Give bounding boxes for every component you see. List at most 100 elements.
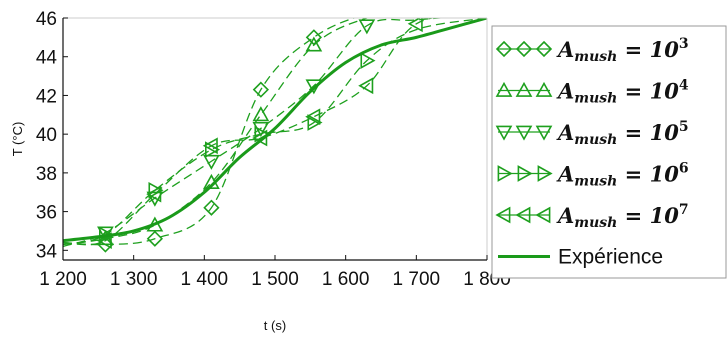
y-tick-label: 34 bbox=[36, 241, 58, 262]
legend-label-pow-base: 10 bbox=[650, 203, 680, 228]
y-tick-label: 42 bbox=[36, 86, 57, 107]
legend-label-sub: mush bbox=[574, 215, 617, 231]
data-point-0-2 bbox=[203, 199, 220, 216]
legend-item-3: Amush = 106 bbox=[497, 161, 689, 190]
data-point-3-4 bbox=[307, 114, 323, 131]
data-point-3-3 bbox=[254, 125, 270, 143]
legend-label-base: A bbox=[556, 79, 574, 104]
legend-item-2: Amush = 105 bbox=[495, 119, 689, 148]
series-line-3 bbox=[63, 18, 487, 246]
data-point-3-1 bbox=[148, 181, 164, 199]
legend-item-0: Amush = 103 bbox=[495, 36, 689, 65]
legend-label-base: A bbox=[556, 203, 574, 228]
legend-marker-1 bbox=[515, 81, 533, 97]
legend-item-5: Expérience bbox=[498, 246, 663, 269]
legend-marker-0 bbox=[495, 206, 511, 224]
legend-label-pow-base: 10 bbox=[650, 162, 680, 187]
data-point-1-3 bbox=[252, 106, 270, 122]
data-point-3-5 bbox=[360, 52, 376, 69]
legend-label-eq: = bbox=[617, 162, 649, 187]
data-point-2-1 bbox=[146, 191, 164, 207]
legend-label-pow-base: 10 bbox=[650, 120, 680, 145]
data-point-4-2 bbox=[202, 137, 218, 155]
legend-marker-2 bbox=[535, 206, 551, 224]
plot-area bbox=[63, 18, 487, 253]
series-4 bbox=[63, 18, 436, 249]
legend-marker-1 bbox=[517, 165, 533, 182]
legend-marker-1 bbox=[515, 40, 533, 58]
y-tick-label: 44 bbox=[36, 48, 58, 69]
legend-label: Amush = 103 bbox=[556, 36, 689, 65]
legend-marker-1 bbox=[515, 125, 533, 141]
y-tick-label: 40 bbox=[36, 125, 57, 146]
x-tick-label: 1 600 bbox=[322, 269, 370, 290]
legend-label-base: A bbox=[556, 37, 574, 62]
legend-label-sub: mush bbox=[574, 174, 617, 190]
legend-label-eq: = bbox=[617, 79, 649, 104]
legend-label-sub: mush bbox=[574, 91, 617, 107]
legend-label-eq: = bbox=[617, 37, 649, 62]
legend-label: Amush = 104 bbox=[556, 78, 689, 107]
data-point-4-5 bbox=[358, 77, 374, 95]
data-point-0-1 bbox=[146, 230, 163, 247]
data-point-2-2 bbox=[203, 154, 220, 170]
legend-label-pow: 6 bbox=[679, 161, 689, 177]
axes: 34 36 38 40 42 44 46 1 200 1 300 1 400 1 500 1 600 1… bbox=[10, 9, 511, 333]
data-point-3-0 bbox=[99, 226, 115, 244]
y-tick-label: 46 bbox=[36, 9, 57, 30]
legend-label-eq: = bbox=[617, 120, 649, 145]
data-point-4-6 bbox=[407, 18, 423, 33]
legend-label-eq: = bbox=[617, 203, 649, 228]
y-tick-label: 38 bbox=[36, 164, 57, 185]
series-line-4 bbox=[63, 18, 436, 246]
series-line-0 bbox=[63, 18, 357, 246]
legend-label-base: A bbox=[556, 120, 574, 145]
legend-label: Amush = 105 bbox=[556, 119, 689, 148]
legend-box bbox=[491, 25, 727, 279]
legend-label: Amush = 107 bbox=[556, 202, 689, 231]
series-3 bbox=[63, 18, 487, 246]
x-tick-label: 1 200 bbox=[39, 269, 87, 290]
legend-marker-0 bbox=[495, 40, 513, 58]
legend-label-base: A bbox=[556, 162, 574, 187]
data-point-4-1 bbox=[146, 185, 162, 203]
x-tick-label: 1 700 bbox=[393, 269, 441, 290]
legend-marker-1 bbox=[515, 206, 531, 224]
legend-label-pow: 3 bbox=[679, 36, 689, 52]
legend-marker-0 bbox=[495, 125, 513, 141]
series-5 bbox=[63, 18, 487, 243]
data-point-2-5 bbox=[358, 19, 376, 35]
legend-marker-0 bbox=[495, 81, 513, 97]
legend-item-4: Amush = 107 bbox=[495, 202, 689, 231]
x-tick-label: 1 300 bbox=[110, 269, 158, 290]
legend-label-sub: mush bbox=[574, 132, 617, 148]
legend-marker-2 bbox=[537, 165, 553, 182]
legend-label-pow-base: 10 bbox=[650, 37, 680, 62]
legend-marker-0 bbox=[497, 165, 513, 182]
legend-label: Expérience bbox=[558, 246, 663, 269]
legend-label: Amush = 106 bbox=[556, 161, 689, 190]
data-point-3-2 bbox=[205, 141, 221, 159]
data-point-0-3 bbox=[252, 81, 269, 98]
data-point-4-4 bbox=[305, 108, 321, 126]
y-tick-label: 36 bbox=[36, 203, 57, 224]
legend-label-pow: 7 bbox=[679, 202, 689, 218]
legend-item-1: Amush = 104 bbox=[495, 78, 689, 107]
legend-marker-2 bbox=[535, 125, 553, 141]
legend-label-pow: 4 bbox=[679, 78, 689, 94]
x-tick-label: 1 400 bbox=[181, 269, 229, 290]
legend-label-sub: mush bbox=[574, 49, 617, 65]
x-axis-title: t (s) bbox=[264, 318, 286, 333]
data-point-1-4 bbox=[305, 36, 323, 52]
y-axis-title: T (°C) bbox=[10, 122, 25, 157]
legend-marker-2 bbox=[535, 40, 553, 58]
series-line-1 bbox=[63, 18, 370, 246]
legend-label-pow: 5 bbox=[679, 119, 689, 135]
x-tick-label: 1 500 bbox=[251, 269, 299, 290]
legend-label-pow-base: 10 bbox=[650, 79, 680, 104]
legend-marker-2 bbox=[535, 81, 553, 97]
experiment-line bbox=[63, 18, 487, 243]
